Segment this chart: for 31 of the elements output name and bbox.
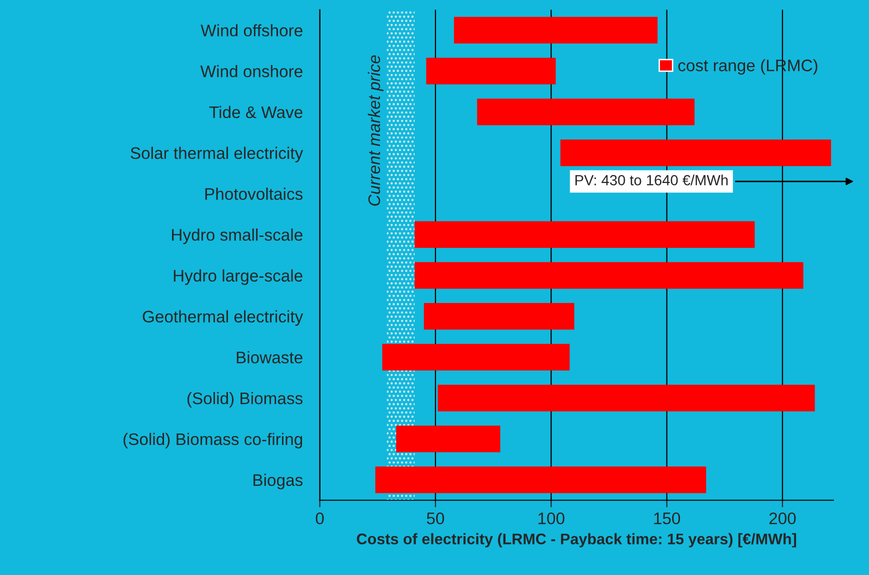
x-tick-label: 50 <box>426 512 444 524</box>
x-axis-title: Costs of electricity (LRMC - Payback time: 15 years) [€/MWh] <box>356 533 796 548</box>
x-tick-label: 0 <box>316 512 324 524</box>
bar <box>560 140 832 166</box>
y-tick-label: Biogas <box>254 474 303 490</box>
y-tick-label: Geothermal electricity <box>142 310 304 326</box>
y-tick-label: Hydro small-scale <box>172 228 302 244</box>
bar <box>424 303 574 330</box>
y-tick-label: (Solid) Biomass co-firing <box>124 432 302 448</box>
y-tick-label: Solar thermal electricity <box>130 146 304 162</box>
bar <box>414 221 755 248</box>
y-tick-label: (Solid) Biomass <box>187 392 303 408</box>
x-tick-label: 100 <box>538 512 564 524</box>
bar <box>454 16 658 44</box>
y-tick-label: Biowaste <box>236 351 302 364</box>
bar <box>426 58 556 84</box>
y-tick-label: Tide & Wave <box>209 106 302 118</box>
x-tick-label: 200 <box>769 512 796 524</box>
bar <box>382 344 570 370</box>
band-label: Current market price <box>368 55 384 206</box>
bar <box>375 466 706 494</box>
annotation: PV: 430 to 1640 €/MWh <box>575 174 728 186</box>
y-tick-label: Wind offshore <box>200 24 302 36</box>
y-tick-label: Photovoltaics <box>205 188 303 200</box>
y-tick-label: Wind onshore <box>200 65 302 78</box>
bar <box>414 262 804 289</box>
y-tick-label: Hydro large-scale <box>174 269 302 285</box>
x-tick-label: 150 <box>654 512 680 524</box>
bar <box>438 384 815 412</box>
bar <box>396 426 500 452</box>
bar <box>477 98 695 126</box>
